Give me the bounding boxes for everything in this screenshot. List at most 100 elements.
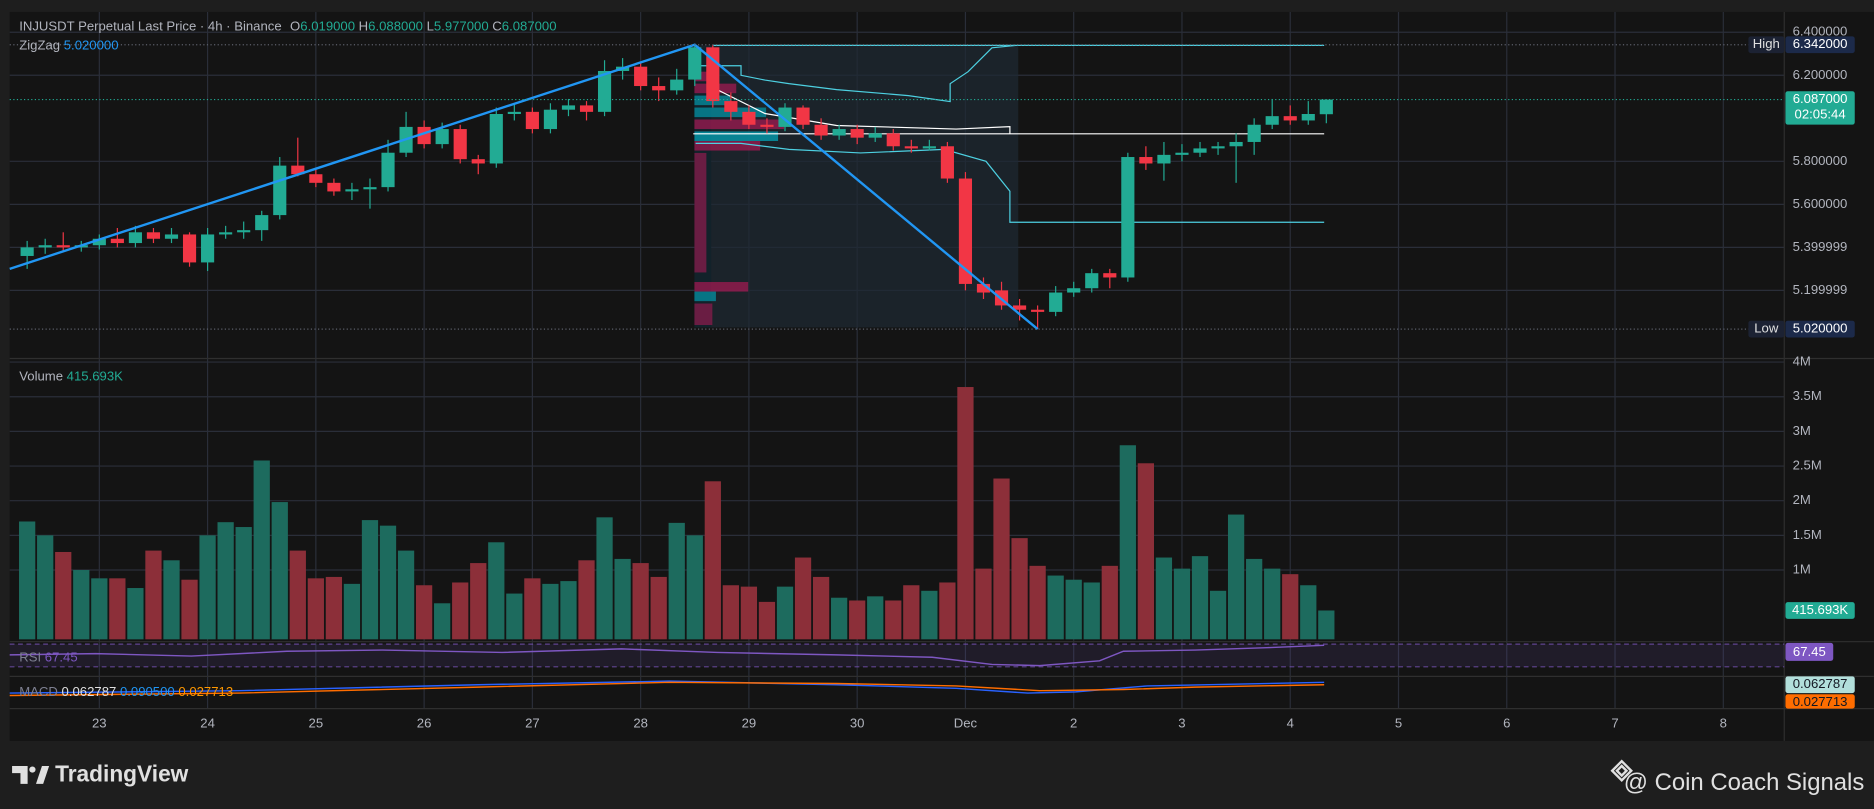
candle-body — [706, 47, 720, 102]
signal-axis-label: 0.027713 — [1793, 694, 1848, 709]
ohlc-label: H — [359, 19, 368, 34]
rsi-line — [9, 644, 1325, 667]
volume-bar — [1101, 565, 1118, 640]
macd-value: 0.027713 — [178, 685, 233, 700]
upper-band — [695, 44, 1016, 103]
low_marker-tag — [1748, 320, 1785, 338]
y-tick-label: 5.800000 — [1793, 153, 1848, 168]
x-tick-label: 29 — [742, 716, 757, 731]
rsi-name: RSI — [19, 650, 41, 665]
candle-body — [309, 174, 323, 183]
candle-body — [561, 105, 576, 110]
candle-body — [453, 129, 467, 160]
ohlc-label: C — [492, 19, 501, 34]
profile-bar — [694, 282, 749, 292]
y-tick-label: 6.200000 — [1793, 67, 1848, 82]
volume-bar — [524, 578, 541, 640]
high_marker-value: 6.342000 — [1793, 36, 1848, 51]
volume-bar — [1264, 568, 1281, 640]
zigzag-name: ZigZag — [19, 38, 60, 53]
candle-body — [471, 159, 485, 164]
x-tick-label: Dec — [954, 716, 978, 731]
profile-bar — [694, 131, 779, 142]
volume-bar — [632, 563, 649, 640]
volume-bar — [1227, 514, 1245, 640]
macd-value: 0.090500 — [120, 685, 175, 700]
candle-body — [868, 133, 882, 138]
volume-bar — [939, 582, 956, 640]
volume-bar — [650, 576, 667, 640]
volume-bar — [1191, 556, 1209, 640]
candle-body — [1301, 114, 1315, 121]
candle-body — [1067, 288, 1081, 293]
volume-bar — [55, 551, 72, 640]
volume-bar — [109, 578, 126, 640]
candle-body — [922, 146, 936, 149]
volume-bar — [181, 579, 198, 640]
volume-bar — [903, 585, 920, 640]
volume-bar — [993, 478, 1010, 640]
volume-bar — [921, 590, 938, 640]
volume-bar — [1029, 565, 1046, 640]
candle-body — [850, 129, 864, 138]
ohlc-value: 6.087000 — [502, 19, 557, 34]
candle-body — [1139, 157, 1153, 164]
legend-rsi: RSI 67.45 — [19, 650, 77, 665]
volume-bar — [831, 597, 848, 640]
low_marker-tag-label: Low — [1754, 321, 1779, 336]
volume-bar — [452, 582, 469, 640]
candle-body — [435, 129, 449, 145]
credit-logo — [1610, 759, 1633, 783]
x-tick-label: 28 — [633, 716, 648, 731]
candle-body — [760, 124, 774, 127]
candle-body — [381, 152, 395, 188]
countdown: 02:05:44 — [1795, 107, 1846, 122]
legend-zigzag: ZigZag 5.020000 — [19, 38, 118, 53]
high_marker-box — [1785, 36, 1855, 54]
x-tick-label: 23 — [92, 716, 107, 731]
volume-bar — [470, 563, 487, 640]
volume-bar — [794, 557, 812, 640]
volume-tick-label: 3M — [1793, 423, 1811, 438]
candle-body — [182, 234, 197, 263]
candle-body — [832, 129, 846, 136]
high_marker-tag — [1748, 36, 1785, 54]
brand: TradingView — [55, 761, 189, 787]
x-tick-label: 26 — [417, 716, 432, 731]
volume-bar — [37, 535, 54, 640]
volume-tick-label: 1M — [1793, 561, 1811, 576]
volume-bar — [885, 600, 902, 640]
candle-body — [164, 234, 179, 239]
volume-bar — [560, 581, 577, 640]
profile-bar — [694, 291, 716, 302]
volume-tick-label: 2.5M — [1793, 458, 1822, 473]
candle-body — [958, 178, 973, 284]
ohlc-value: 6.019000 — [300, 19, 355, 34]
legend-volume: Volume 415.693K — [19, 369, 123, 384]
volume-tick-label: 3.5M — [1793, 388, 1822, 403]
candle-body — [814, 124, 828, 136]
volume-value-box — [1785, 602, 1855, 619]
volume-bar — [289, 550, 306, 640]
candle-body — [1283, 116, 1297, 121]
volume-bar — [1137, 463, 1155, 640]
candle-body — [597, 70, 612, 112]
candle-body — [489, 114, 503, 164]
macd-name: MACD — [19, 685, 58, 700]
volume-bar — [73, 570, 90, 640]
volume-bar — [614, 558, 631, 640]
candle-body — [1031, 309, 1045, 312]
last-price-box — [1785, 91, 1855, 125]
candle-body — [652, 86, 666, 91]
candle-body — [1013, 305, 1027, 310]
volume-bar — [253, 460, 270, 640]
candle-body — [670, 79, 684, 91]
candle-body — [327, 182, 341, 192]
volume-bar — [975, 568, 992, 640]
volume-bar — [199, 535, 216, 640]
volume-bar — [488, 542, 505, 640]
volume-bar — [163, 560, 180, 640]
candle-body — [273, 165, 287, 216]
rsi-axis-label: 67.45 — [1793, 644, 1826, 659]
candle-body — [1157, 154, 1171, 164]
